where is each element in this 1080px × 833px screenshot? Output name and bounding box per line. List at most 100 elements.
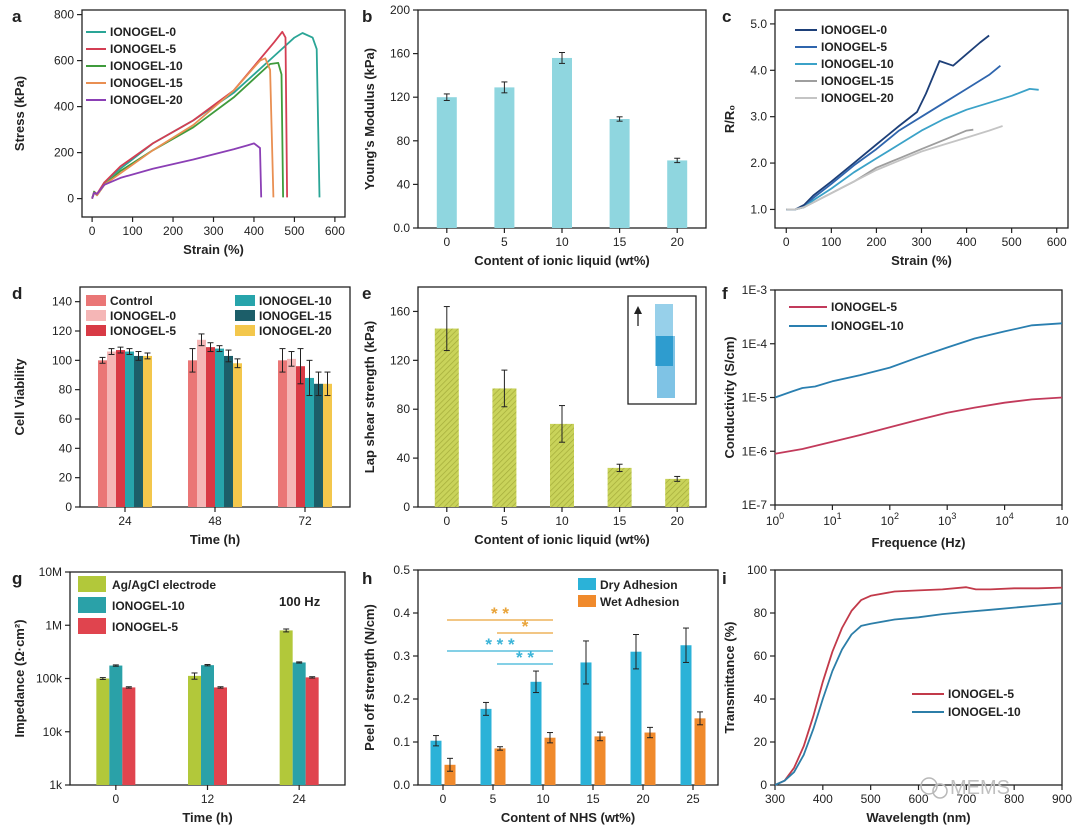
- x-tick-label: 10: [555, 514, 569, 528]
- x-tick-label: 0: [112, 792, 119, 806]
- bar: [580, 662, 592, 785]
- x-tick-exponent: 4: [1009, 511, 1014, 521]
- legend-entry: IONOGEL-20: [259, 324, 332, 338]
- y-tick-label: 1E-4: [742, 337, 768, 351]
- plot-frame: [417, 569, 719, 786]
- y-tick-label: 100: [52, 353, 72, 367]
- y-tick-label: 0: [67, 192, 74, 206]
- watermark-text: MEMS: [950, 777, 1010, 799]
- bar: [292, 662, 306, 785]
- bar: [492, 388, 517, 507]
- bar: [305, 677, 319, 785]
- x-tick-label: 0: [443, 235, 450, 249]
- bar: [305, 377, 314, 507]
- y-tick-label: 40: [754, 692, 768, 706]
- bar: [434, 328, 459, 507]
- legend-entry: IONOGEL-0: [821, 23, 887, 37]
- panel-h: h 0.0 0.1 0.2 0.3 0.4 0.5 Peel off strength (N/…: [362, 563, 719, 825]
- x-tick-label: 400: [957, 235, 977, 249]
- y-tick-label: 3.0: [750, 110, 767, 124]
- x-tick-label: 900: [1052, 792, 1072, 806]
- significance-stars: *: [522, 617, 529, 636]
- legend-swatch: [78, 618, 106, 634]
- y-tick-label: 0.2: [393, 692, 410, 706]
- panel-a: a 0 200 400 600 800 Stress (kPa) 0 100 200 300 400 5…: [12, 7, 346, 257]
- y-tick-label: 40: [397, 177, 411, 191]
- y-tick-label: 0: [65, 500, 72, 514]
- y-tick-label: 200: [54, 146, 74, 160]
- y-tick-label: 1k: [49, 778, 63, 792]
- y-tick-label: 0: [760, 778, 767, 792]
- bar: [98, 360, 107, 507]
- y-axis-label-lapshear: Lap shear strength (kPa): [362, 321, 377, 473]
- x-tick-label: 24: [292, 792, 306, 806]
- y-tick-label: 80: [397, 134, 411, 148]
- bar: [287, 358, 296, 507]
- y-tick-label: 100: [747, 563, 767, 577]
- x-tick-label: 400: [244, 224, 264, 238]
- panel-label-h: h: [362, 569, 372, 588]
- y-tick-label: 120: [52, 324, 72, 338]
- series-line: [774, 322, 1063, 399]
- y-tick-label: 200: [390, 3, 410, 17]
- legend-entry: IONOGEL-15: [821, 74, 894, 88]
- x-tick-label: 5: [501, 514, 508, 528]
- x-tick-label: 15: [613, 235, 627, 249]
- x-tick-label: 10: [536, 792, 550, 806]
- y-tick-label: 4.0: [750, 63, 767, 77]
- x-tick-label: 20: [671, 235, 685, 249]
- bar: [107, 351, 116, 507]
- bar: [143, 355, 152, 507]
- series-line: [774, 586, 1063, 786]
- x-tick-label: 15: [613, 514, 627, 528]
- panel-g: g 1k 10k 100k 1M 10M Impedance (Ω·cm²) 0 12 24 Tim…: [12, 565, 346, 825]
- y-tick-label: 0.4: [393, 606, 410, 620]
- panel-c: c 1.0 2.0 3.0 4.0 5.0 R/R₀ 0 100 200 300 400 500 600 S…: [722, 7, 1069, 268]
- x-tick-label: 600: [1047, 235, 1067, 249]
- legend-entry: IONOGEL-5: [831, 300, 897, 314]
- series-line: [786, 34, 990, 211]
- legend-entry: IONOGEL-5: [112, 620, 178, 634]
- legend-entry: IONOGEL-5: [821, 40, 887, 54]
- bar: [444, 764, 456, 785]
- bar: [122, 687, 136, 785]
- x-axis-label-nhs: Content of NHS (wt%): [501, 810, 635, 825]
- y-tick-label: 10k: [43, 725, 63, 739]
- bar: [109, 665, 123, 785]
- legend-entry: IONOGEL-10: [110, 59, 183, 73]
- bar: [314, 383, 323, 507]
- x-axis-label-ionic-e: Content of ionic liquid (wt%): [474, 532, 649, 547]
- x-tick-label: 10: [1055, 514, 1069, 528]
- y-tick-label: 1M: [45, 618, 62, 632]
- bar: [197, 339, 206, 507]
- legend-entry: Ag/AgCl electrode: [112, 578, 216, 592]
- y-tick-label: 80: [59, 383, 73, 397]
- y-tick-label: 0.5: [393, 563, 410, 577]
- series-line: [91, 142, 263, 199]
- y-axis-label-impedance: Impedance (Ω·cm²): [12, 619, 27, 737]
- bar: [644, 732, 656, 785]
- legend-swatch: [86, 310, 106, 321]
- series-line: [91, 57, 275, 199]
- legend-entry: IONOGEL-5: [110, 42, 176, 56]
- bar: [609, 119, 630, 228]
- x-axis-label-time-g: Time (h): [182, 810, 232, 825]
- bar: [296, 366, 305, 507]
- x-tick-label: 600: [325, 224, 345, 238]
- legend-swatch: [78, 597, 106, 613]
- bar: [680, 645, 692, 785]
- bar: [480, 708, 492, 785]
- y-tick-label: 400: [54, 100, 74, 114]
- x-tick-label: 20: [671, 514, 685, 528]
- y-axis-label-rr0: R/R₀: [722, 105, 737, 133]
- bar: [278, 360, 287, 507]
- y-tick-label: 10M: [39, 565, 62, 579]
- bar: [224, 355, 233, 507]
- bar: [116, 350, 125, 507]
- y-axis-label-transmittance: Transmittance (%): [722, 622, 737, 734]
- x-tick-label: 25: [686, 792, 700, 806]
- x-tick-label: 10: [555, 235, 569, 249]
- panel-i: i 0 20 40 60 80 100 Transmittance (%) 300 400 500 6…: [722, 563, 1072, 825]
- y-tick-label: 60: [59, 412, 73, 426]
